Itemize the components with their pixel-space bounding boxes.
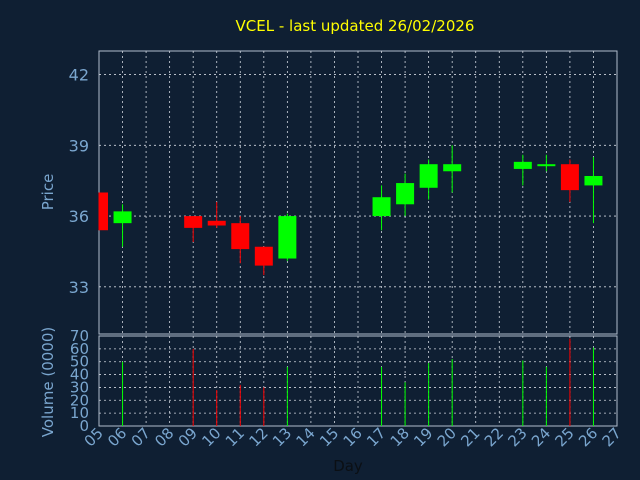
x-tick-label: 09	[175, 424, 201, 450]
x-tick-label: 16	[340, 424, 366, 450]
x-tick-label: 20	[434, 424, 460, 450]
x-tick-label: 17	[363, 424, 389, 450]
candle-body	[419, 164, 438, 188]
x-axis: 0506070809101112131415161718192021222324…	[81, 424, 625, 450]
price-tick-label: 42	[69, 66, 89, 85]
candle-body	[254, 246, 273, 266]
x-tick-label: 06	[104, 424, 130, 450]
x-tick-label: 14	[293, 424, 319, 450]
candle-body	[513, 161, 532, 169]
candle-body	[537, 164, 556, 167]
x-tick-label: 27	[599, 424, 625, 450]
volume-tick-label: 40	[70, 366, 89, 384]
candle-body	[99, 192, 108, 231]
candle-body	[278, 216, 297, 259]
volume-tick-label: 60	[70, 340, 89, 358]
price-axis-label: Price	[39, 174, 57, 211]
x-axis-label: Day	[333, 457, 363, 475]
x-tick-label: 26	[575, 424, 601, 450]
x-tick-label: 12	[245, 424, 271, 450]
x-tick-label: 08	[151, 424, 177, 450]
x-tick-label: 10	[198, 424, 224, 450]
candle-body	[184, 216, 203, 228]
candle-body	[443, 164, 462, 172]
x-tick-label: 11	[222, 424, 248, 450]
x-tick-label: 24	[528, 424, 554, 450]
volume-tick-label: 10	[70, 404, 89, 422]
x-tick-label: 21	[457, 424, 483, 450]
candle-body	[372, 197, 391, 217]
x-tick-label: 13	[269, 424, 295, 450]
x-tick-label: 23	[504, 424, 530, 450]
candle-body	[231, 223, 250, 250]
candle-body	[584, 175, 603, 186]
price-tick-label: 36	[69, 207, 89, 226]
x-tick-label: 22	[481, 424, 507, 450]
volume-tick-label: 0	[79, 417, 89, 435]
candle-body	[396, 183, 415, 205]
volume-axis-label: Volume (0000)	[39, 327, 57, 437]
x-tick-label: 07	[128, 424, 154, 450]
price-panel: 33 36 39 42	[69, 50, 618, 335]
x-tick-label: 19	[410, 424, 436, 450]
volume-tick-label: 70	[70, 327, 89, 345]
x-tick-label: 18	[387, 424, 413, 450]
volume-tick-label: 20	[70, 391, 89, 409]
chart-title: VCEL - last updated 26/02/2026	[236, 17, 475, 35]
candle-body	[207, 220, 226, 226]
candle-body	[113, 211, 132, 224]
volume-tick-label: 30	[70, 378, 89, 396]
candle-body	[560, 164, 579, 191]
x-tick-label: 15	[316, 424, 342, 450]
volume-tick-label: 50	[70, 353, 89, 371]
price-tick-label: 39	[69, 136, 89, 155]
price-tick-label: 33	[69, 278, 89, 297]
x-tick-label: 25	[552, 424, 578, 450]
